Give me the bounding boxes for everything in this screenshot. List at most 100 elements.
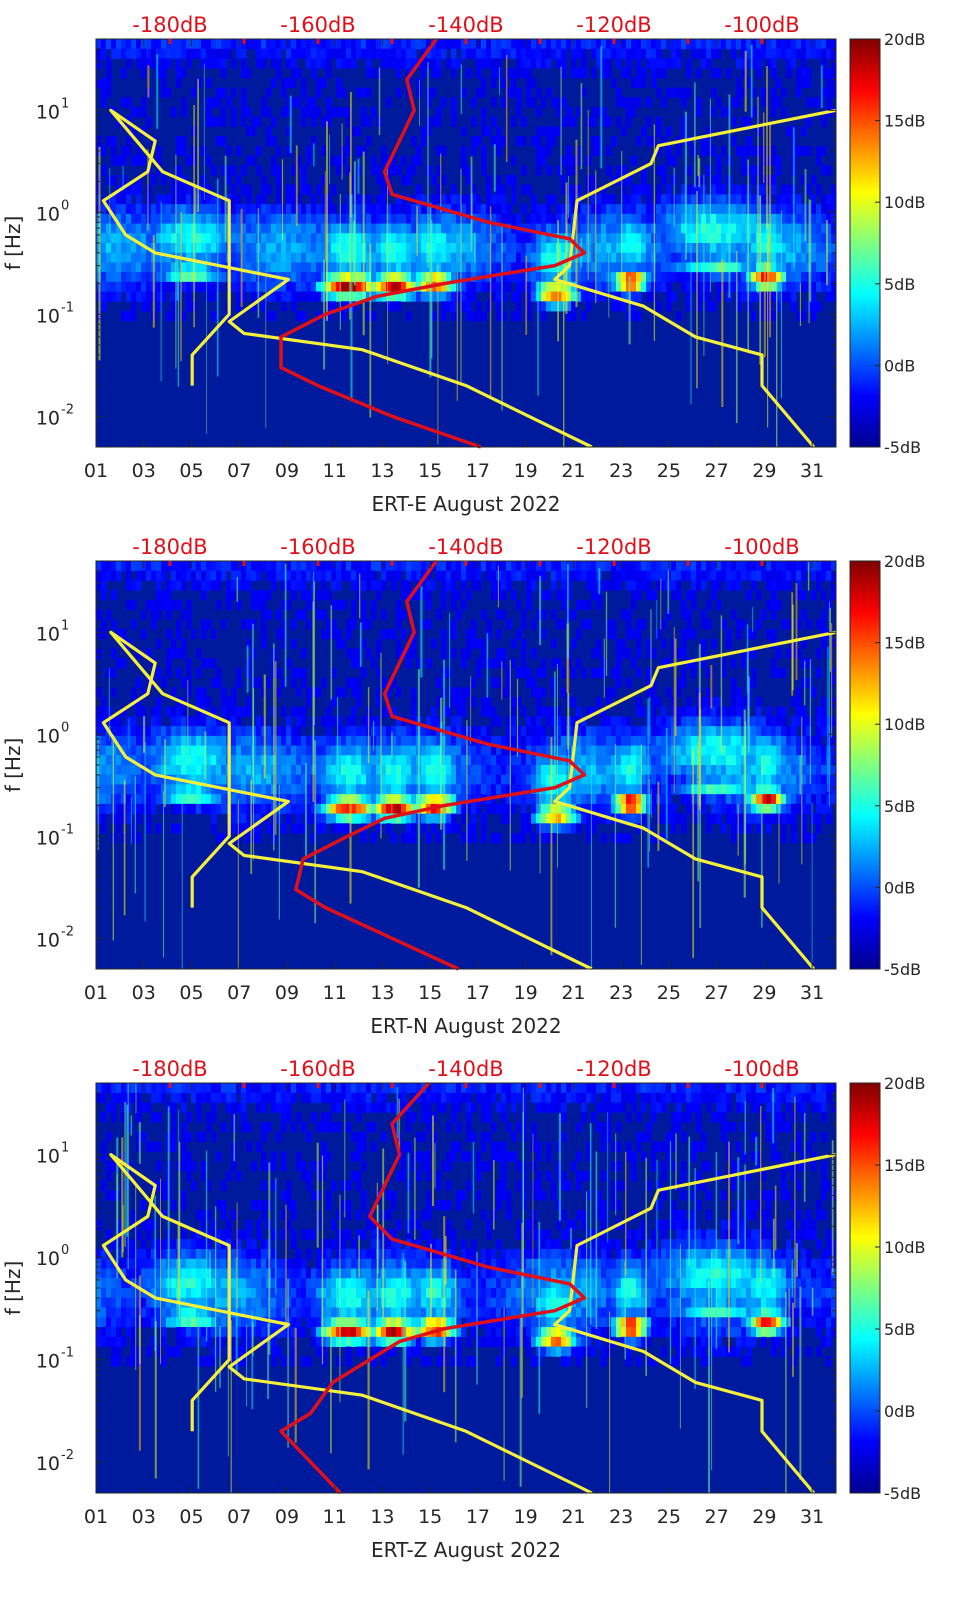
x-tick-label: 05 [179,1506,203,1528]
db-tick-label: -180dB [132,13,207,37]
y-tick-label: 10 [36,1146,60,1168]
x-tick-label: 05 [179,982,203,1004]
x-tick-label: 05 [179,460,203,482]
colorbar-tick-label: 15dB [884,634,926,653]
y-tick-label: 10 [36,929,60,951]
y-tick-exponent: 1 [61,618,69,633]
median-noise-curve [294,559,587,971]
x-tick-label: 23 [609,982,633,1004]
x-tick-label: 17 [466,460,490,482]
y-tick-label: 10 [36,1248,60,1270]
top-db-axis: -180dB -160dB -140dB -120dB -100dB [132,13,800,44]
median-noise-curve [279,37,587,449]
db-tick-label: -100dB [724,1057,799,1081]
x-tick-label: 17 [466,982,490,1004]
y-tick-label: 10 [36,407,60,429]
colorbar-tick-label: 20dB [884,1074,926,1093]
colorbar-tick-label: 20dB [884,552,926,571]
x-tick-label: 27 [705,460,729,482]
colorbar-tick-label: -5dB [884,960,921,979]
colorbar-tick-label: 5dB [884,1320,915,1339]
db-tick-label: -120dB [576,1057,651,1081]
x-tick-label: 31 [800,1506,824,1528]
x-tick-label: 15 [418,460,442,482]
x-tick-label: 25 [657,1506,681,1528]
x-tick-label: 11 [323,982,347,1004]
y-tick-label: 10 [36,101,60,123]
colorbar-tick-label: 15dB [884,1156,926,1175]
x-axis-label: ERT-Z August 2022 [371,1538,561,1562]
x-tick-label: 27 [705,1506,729,1528]
x-tick-label: 09 [275,1506,299,1528]
x-tick-label: 25 [657,982,681,1004]
db-tick-label: -160dB [280,1057,355,1081]
x-tick-label: 19 [514,1506,538,1528]
db-tick-label: -120dB [576,13,651,37]
y-tick-exponent: -1 [61,300,74,315]
colorbar: 20dB 15dB 10dB 5dB 0dB -5dB [849,1074,926,1503]
x-tick-label: 19 [514,982,538,1004]
y-tick-exponent: 0 [61,198,69,213]
x-tick-label: 19 [514,460,538,482]
colorbar: 20dB 15dB 10dB 5dB 0dB -5dB [849,30,926,457]
x-axis-label: ERT-N August 2022 [370,1014,561,1038]
db-tick-label: -180dB [132,535,207,559]
x-tick-label: 21 [561,1506,585,1528]
noise-model-lower-curve [101,630,593,971]
x-tick-label: 03 [132,1506,156,1528]
y-tick-exponent: 0 [61,720,69,735]
colorbar-gradient [849,560,881,970]
y-tick-label: 10 [36,305,60,327]
x-tick-label: 01 [84,982,108,1004]
x-tick-label: 21 [561,982,585,1004]
x-tick-label: 25 [657,460,681,482]
colorbar-tick-label: 0dB [884,878,915,897]
colorbar-tick-label: 15dB [884,112,926,131]
colorbar-tick-label: 5dB [884,797,915,816]
x-tick-label: 07 [227,982,251,1004]
x-tick-label: 29 [752,1506,776,1528]
noise-model-lower-curve [101,1153,593,1495]
x-tick-label: 23 [609,1506,633,1528]
y-tick-label: 10 [36,827,60,849]
colorbar-tick-label: 20dB [884,30,926,49]
db-tick-label: -180dB [132,1057,207,1081]
colorbar: 20dB 15dB 10dB 5dB 0dB -5dB [849,552,926,979]
colorbar-tick-label: -5dB [884,1484,921,1503]
x-tick-label: 09 [275,982,299,1004]
y-tick-exponent: -2 [61,1448,74,1463]
x-axis-label: ERT-E August 2022 [372,492,561,516]
x-tick-label: 29 [752,982,776,1004]
x-tick-label: 03 [132,460,156,482]
top-db-axis: -180dB -160dB -140dB -120dB -100dB [132,1057,800,1088]
x-axis: 01 03 05 07 09 11 13 15 17 19 21 23 25 27 29 31 [84,39,824,482]
x-tick-label: 21 [561,460,585,482]
y-axis-label: f [Hz] [1,1261,25,1316]
y-tick-label: 10 [36,623,60,645]
x-tick-label: 01 [84,1506,108,1528]
x-tick-label: 23 [609,460,633,482]
noise-model-upper-curve [553,108,837,449]
y-tick-label: 10 [36,725,60,747]
db-tick-label: -140dB [428,13,503,37]
x-tick-label: 13 [370,460,394,482]
y-tick-exponent: 1 [61,96,69,111]
x-tick-label: 13 [370,982,394,1004]
colorbar-gradient [849,38,881,448]
spectrogram [96,561,837,969]
x-tick-label: 17 [466,1506,490,1528]
x-axis: 01 03 05 07 09 11 13 15 17 19 21 23 25 27 29 31 [84,1083,824,1528]
colorbar-tick-label: 10dB [884,715,926,734]
db-tick-label: -160dB [280,535,355,559]
y-tick-label: 10 [36,203,60,225]
db-tick-label: -140dB [428,1057,503,1081]
spectrogram [96,1083,837,1493]
db-tick-label: -100dB [724,13,799,37]
